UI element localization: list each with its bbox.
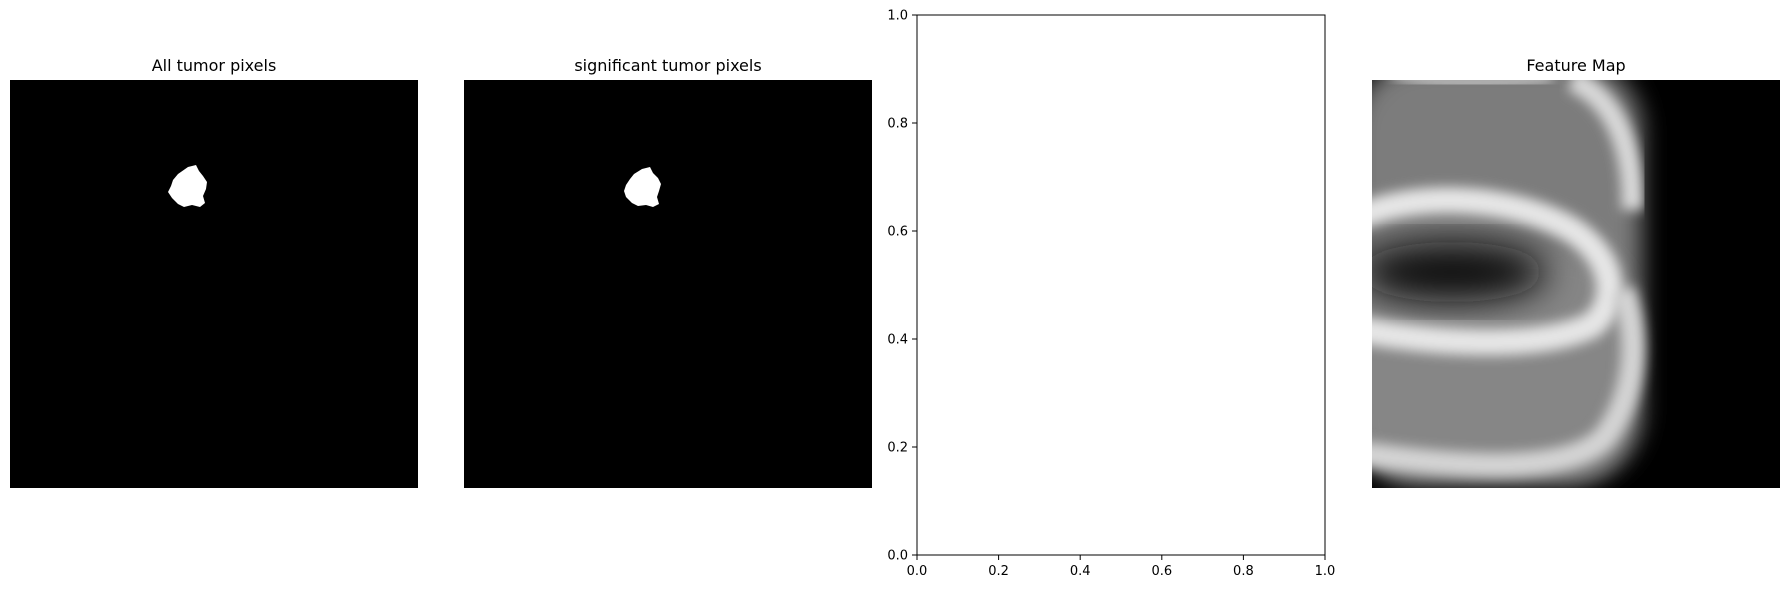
x-tick-label: 0.8	[1233, 564, 1254, 579]
axes-frame	[916, 14, 1326, 556]
x-tick-label: 0.4	[1070, 564, 1091, 579]
mask-background	[10, 80, 418, 488]
y-tick-label: 0.8	[887, 117, 908, 132]
y-tick-label: 0.0	[887, 549, 908, 564]
mask-background	[464, 80, 872, 488]
feature-map-image	[1372, 80, 1780, 488]
feature-map-svg	[1372, 80, 1780, 488]
y-tick-label: 1.0	[887, 9, 908, 24]
tumor-blob	[168, 165, 207, 207]
panel-title: All tumor pixels	[151, 56, 277, 75]
x-tick-label: 0.0	[907, 564, 928, 579]
panel-title: significant tumor pixels	[574, 56, 762, 75]
x-tick-label: 1.0	[1315, 564, 1336, 579]
y-tick-label: 0.2	[887, 441, 908, 456]
y-tick-label: 0.4	[887, 333, 908, 348]
mask-image	[464, 80, 872, 488]
y-tick-label: 0.6	[887, 225, 908, 240]
panel-title: Feature Map	[1526, 56, 1626, 75]
feature-map-texture	[1372, 80, 1645, 480]
x-tick-label: 0.6	[1151, 564, 1172, 579]
mask-image	[10, 80, 418, 488]
mask-svg	[464, 80, 872, 488]
tumor-blob	[624, 167, 661, 207]
x-tick-label: 0.2	[988, 564, 1009, 579]
mask-svg	[10, 80, 418, 488]
